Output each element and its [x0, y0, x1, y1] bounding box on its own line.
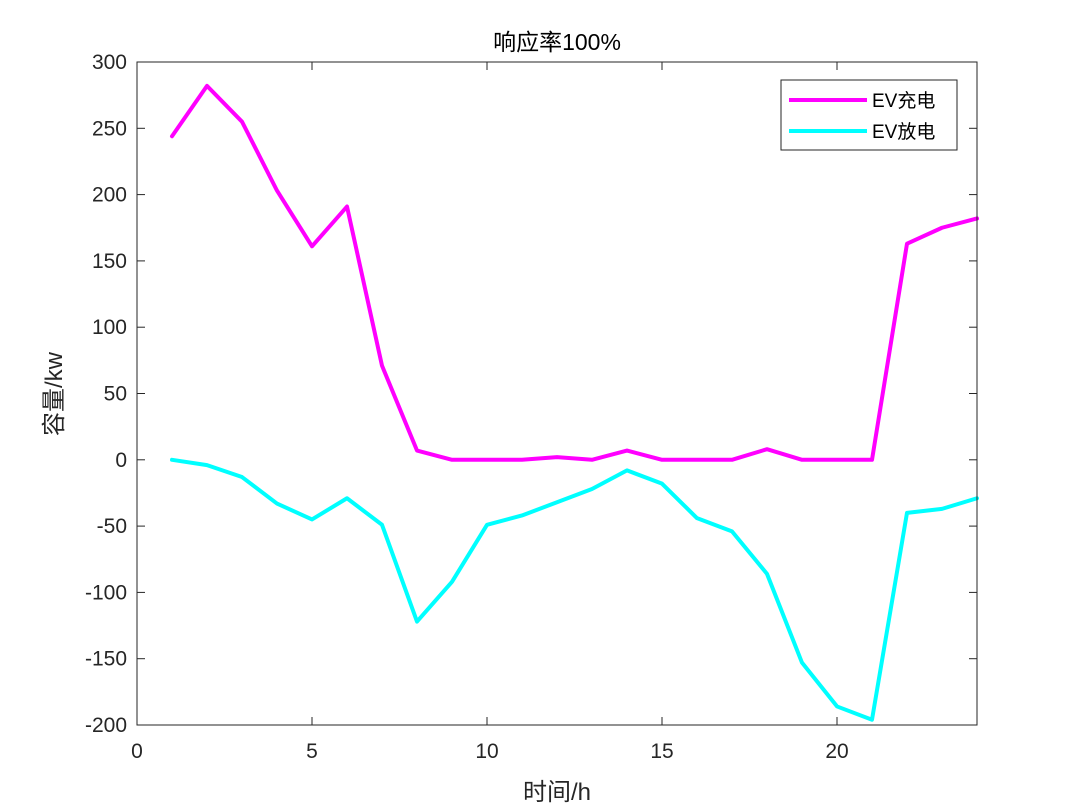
x-axis-title: 时间/h [523, 779, 591, 806]
legend-box [780, 79, 958, 151]
plot-frame [136, 61, 978, 726]
y-tick-label: -150 [85, 648, 127, 671]
legend: EV充电 EV放电 [780, 79, 958, 151]
series-line-charge [170, 83, 979, 462]
y-tick-label: 100 [92, 316, 127, 339]
x-tick-label: 10 [475, 740, 498, 763]
series-line-discharge [170, 457, 979, 722]
y-tick-label: 150 [92, 250, 127, 273]
tick-labels: 0 5 10 15 20 300 250 200 150 100 50 0 -50 -100 -150 -20… [85, 51, 849, 763]
y-tick-label: -100 [85, 581, 127, 604]
y-tick-label: 300 [92, 51, 127, 74]
chart-title: 响应率100% [493, 29, 621, 55]
y-tick-label: 50 [104, 383, 127, 406]
series-lines [170, 83, 979, 722]
x-tick-label: 15 [650, 740, 673, 763]
y-axis-title: 容量/kw [41, 351, 68, 436]
x-tick-label: 20 [825, 740, 848, 763]
x-tick-label: 5 [306, 740, 318, 763]
y-tick-label: -200 [85, 714, 127, 737]
plot-area [137, 62, 977, 725]
legend-label-discharge: EV放电 [872, 121, 935, 143]
y-tick-label: -50 [97, 515, 127, 538]
y-tick-label: 250 [92, 117, 127, 140]
y-tick-label: 200 [92, 184, 127, 207]
legend-label-charge: EV充电 [872, 90, 935, 112]
y-tick-label: 0 [115, 449, 127, 472]
x-tick-label: 0 [131, 740, 143, 763]
